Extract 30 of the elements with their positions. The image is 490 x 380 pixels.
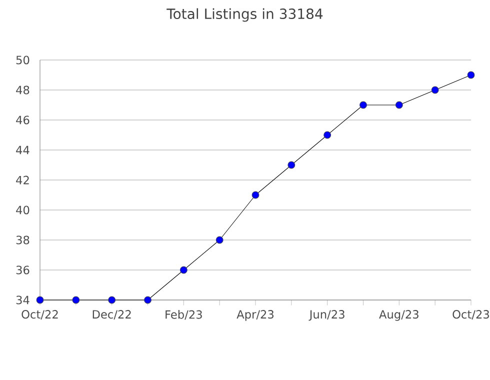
point: [288, 161, 296, 169]
y-tick-label: 34: [16, 296, 30, 304]
point: [324, 131, 332, 139]
x-tick-label: Oct/23: [452, 310, 489, 320]
y-tick-label: 50: [16, 56, 30, 64]
x-tick-label: Feb/23: [166, 310, 202, 320]
x-tick-label: Oct/22: [22, 310, 58, 320]
point: [360, 101, 367, 109]
point: [144, 296, 152, 304]
x-tick-label: Jun/23: [308, 310, 344, 321]
y-tick-label: 38: [16, 236, 30, 244]
point: [467, 71, 475, 79]
x-tick-label: Dec/22: [92, 310, 131, 320]
y-tick-label: 42: [16, 176, 29, 184]
point: [395, 101, 403, 109]
point: [252, 191, 260, 199]
y-tick-label: 36: [16, 266, 30, 274]
y-tick-label: 40: [16, 206, 30, 214]
point: [216, 236, 224, 244]
x-tick-label: Aug/23: [379, 310, 418, 321]
point: [431, 86, 439, 94]
point: [36, 296, 44, 304]
point: [108, 296, 116, 304]
x-tick-label: Apr/23: [236, 310, 274, 321]
point: [180, 266, 188, 274]
chart-title: Total Listings in 33184: [166, 8, 323, 22]
y-tick-label: 48: [16, 86, 30, 94]
point: [72, 296, 80, 304]
y-tick-label: 46: [16, 116, 30, 124]
y-tick-label: 44: [16, 146, 30, 154]
